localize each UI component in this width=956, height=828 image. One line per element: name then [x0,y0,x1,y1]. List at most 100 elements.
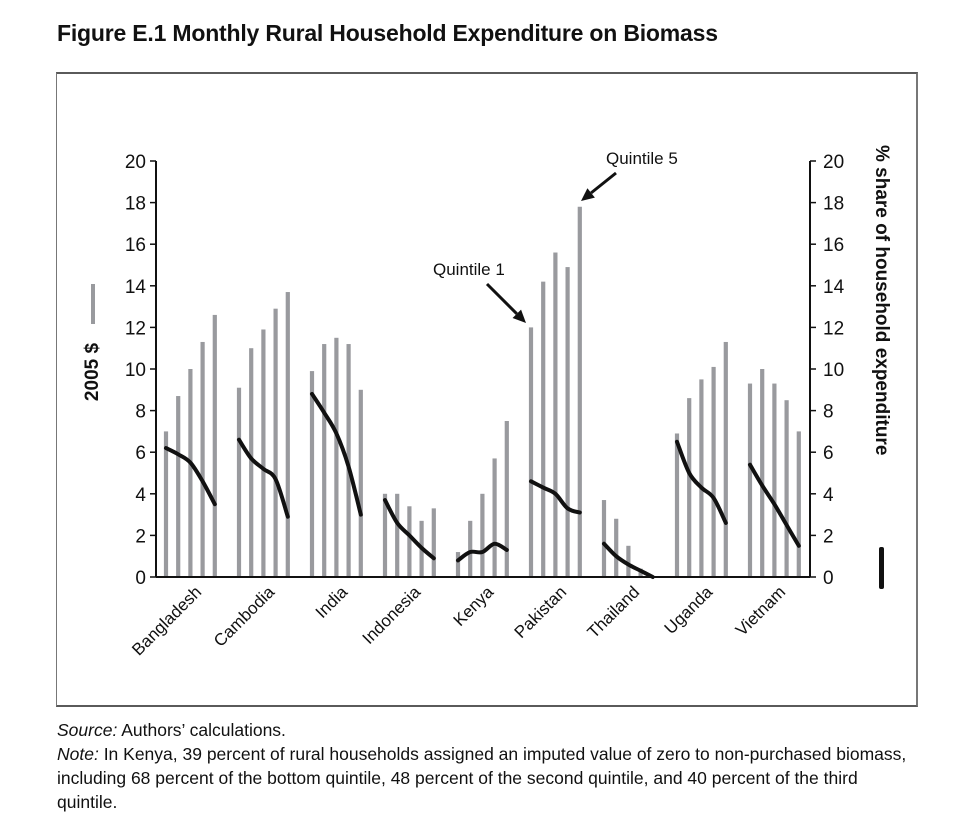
bar-uganda-q3 [699,379,704,577]
category-label-uganda: Uganda [661,582,717,638]
right-tick-label: 6 [823,443,834,464]
line-pakistan [529,479,582,515]
category-label-indonesia: Indonesia [359,582,425,648]
bar-thailand-q3 [626,545,631,577]
bar-bangladesh-q1 [163,431,169,577]
arrow-quintile-5-head [581,188,595,201]
right-axis-title: % share of household expenditure [871,145,892,455]
left-tick-label: 18 [125,194,146,215]
bar-legend-swatch [91,284,95,324]
line-uganda [675,439,728,525]
bar-uganda-q4 [711,366,716,577]
figure-title: Figure E.1 Monthly Rural Household Expen… [57,20,718,46]
left-tick-label: 6 [135,443,146,464]
bar-pakistan-q2 [541,281,546,577]
right-tick-label: 18 [823,194,844,215]
bar-kenya-q3 [480,493,485,577]
axes-layer [150,160,816,578]
note-line: Note: In Kenya, 39 percent of rural hous… [57,742,917,814]
line-indonesia [383,498,436,561]
bar-kenya-q5 [504,421,509,577]
bar-bangladesh-q3 [188,369,193,577]
left-tick-label: 10 [125,360,146,381]
bar-india-q3 [334,337,339,577]
bar-vietnam-q5 [796,431,801,577]
bar-india-q2 [322,344,327,577]
bar-indonesia-q3 [407,506,412,577]
source-line: Source: Authors’ calculations. [57,718,917,742]
bar-uganda-q1 [674,433,680,577]
source-label: Source: [57,720,118,740]
category-label-cambodia: Cambodia [210,582,279,651]
left-tick-label: 12 [125,318,146,339]
bar-indonesia-q5 [431,508,436,577]
bar-cambodia-q2 [249,348,254,577]
right-tick-label: 4 [823,485,834,506]
line-kenya [456,541,509,563]
bar-kenya-q1 [455,552,461,577]
bar-bangladesh-q5 [212,314,217,577]
category-label-pakistan: Pakistan [511,582,571,642]
bar-indonesia-q1 [382,493,388,577]
bar-pakistan-q4 [565,267,570,577]
line-vietnam [748,462,801,548]
right-tick-label: 2 [823,526,834,547]
line-india [310,391,363,517]
right-tick-label: 10 [823,360,844,381]
bar-thailand-q2 [614,518,619,577]
bar-thailand-q1 [601,500,607,577]
category-label-india: India [312,582,352,622]
bar-vietnam-q2 [760,369,765,577]
left-tick-label: 4 [135,485,146,506]
annotation-quintile-5: Quintile 5 [606,149,678,168]
bar-kenya-q4 [492,458,497,577]
bar-cambodia-q4 [273,308,278,577]
figure-notes: Source: Authors’ calculations. Note: In … [57,718,917,814]
arrow-quintile-5-shaft [590,171,617,195]
bar-vietnam-q4 [784,400,789,577]
category-label-thailand: Thailand [584,582,644,642]
bar-indonesia-q2 [395,493,400,577]
annotations-layer: Quintile 1 Quintile 5 [433,149,678,323]
left-axis-title: 2005 $ [82,343,103,402]
bar-vietnam-q3 [772,383,777,577]
right-tick-label: 0 [823,568,834,589]
bar-pakistan-q5 [577,206,582,577]
bar-bangladesh-q4 [200,341,205,577]
line-cambodia [237,437,290,519]
bar-kenya-q2 [468,520,473,577]
lines-layer [164,391,801,579]
arrow-quintile-1-shaft [485,282,518,315]
bar-uganda-q5 [723,341,728,577]
left-tick-label: 0 [135,568,146,589]
bar-cambodia-q3 [261,329,266,577]
bar-india-q5 [358,389,363,577]
note-text: In Kenya, 39 percent of rural households… [57,744,907,812]
bar-bangladesh-q2 [176,396,181,577]
line-bangladesh [164,446,217,507]
bar-vietnam-q1 [747,383,753,577]
right-tick-label: 16 [823,235,844,256]
left-tick-label: 14 [125,277,147,298]
arrow-quintile-1-head [512,309,526,323]
bar-cambodia-q5 [285,292,290,577]
line-legend-swatch [879,547,884,589]
category-label-vietnam: Vietnam [732,582,789,639]
source-text: Authors’ calculations. [117,720,286,740]
right-tick-label: 12 [823,318,844,339]
bar-pakistan-q3 [553,252,558,577]
left-tick-label: 8 [135,402,146,423]
bar-india-q1 [309,371,315,577]
category-label-bangladesh: Bangladesh [128,582,205,659]
left-tick-label: 16 [125,235,146,256]
bar-pakistan-q1 [528,327,534,577]
right-tick-label: 14 [823,277,845,298]
right-tick-label: 8 [823,402,834,423]
left-tick-label: 2 [135,526,146,547]
note-label: Note: [57,744,99,764]
bar-uganda-q2 [687,398,692,577]
chart-frame [56,72,918,707]
left-tick-label: 20 [125,152,146,173]
category-label-kenya: Kenya [450,582,498,630]
